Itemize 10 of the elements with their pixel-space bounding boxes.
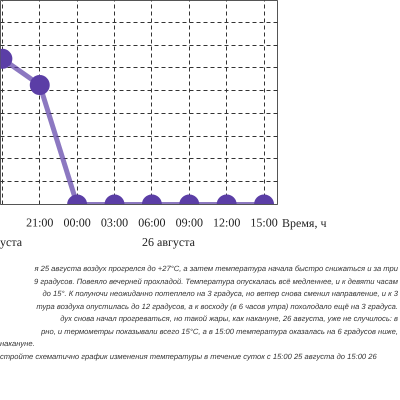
x-axis-title: Время, ч xyxy=(282,215,326,232)
text: 26 августа xyxy=(142,234,195,251)
x-tick-label: 03:00 xyxy=(100,216,128,230)
x-tick-label: 12:00 xyxy=(212,216,240,230)
x-tick-label: 00:00 xyxy=(63,216,91,230)
x-tick-label: 06:00 xyxy=(138,216,166,230)
x-tick-label: 09:00 xyxy=(176,216,203,230)
text: уста xyxy=(0,234,22,251)
x-tick-label: 21:00 xyxy=(26,216,54,230)
x-tick-label: 15:00 xyxy=(250,216,278,230)
